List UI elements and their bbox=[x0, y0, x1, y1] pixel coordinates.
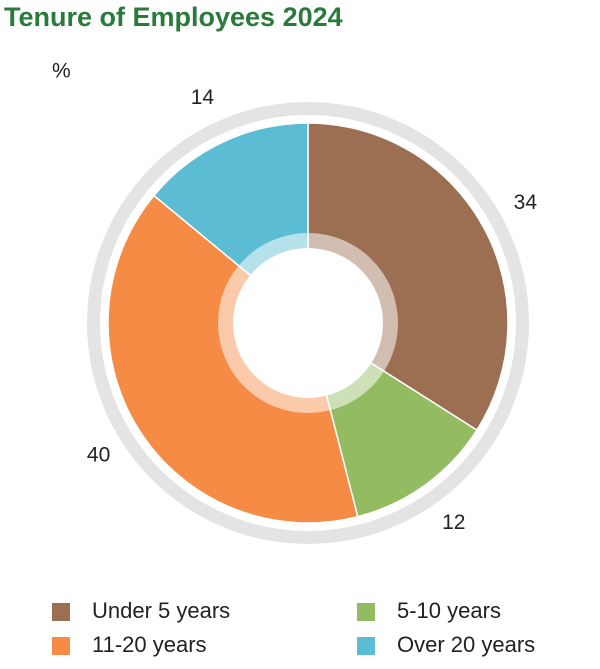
chart-title: Tenure of Employees 2024 bbox=[4, 2, 343, 32]
legend-swatch bbox=[52, 637, 70, 655]
legend-label: 5-10 years bbox=[397, 598, 501, 623]
data-label: 12 bbox=[442, 511, 465, 534]
legend-swatch bbox=[357, 603, 375, 621]
data-label: 34 bbox=[514, 191, 538, 214]
legend-label: Under 5 years bbox=[92, 598, 230, 623]
data-label: 14 bbox=[191, 86, 215, 109]
data-label: 40 bbox=[87, 443, 110, 466]
legend-swatch bbox=[357, 637, 375, 655]
legend-swatch bbox=[52, 603, 70, 621]
hole bbox=[233, 248, 383, 398]
unit-label: % bbox=[52, 60, 71, 83]
legend-label: 11-20 years bbox=[92, 632, 207, 657]
legend-label: Over 20 years bbox=[397, 632, 535, 657]
